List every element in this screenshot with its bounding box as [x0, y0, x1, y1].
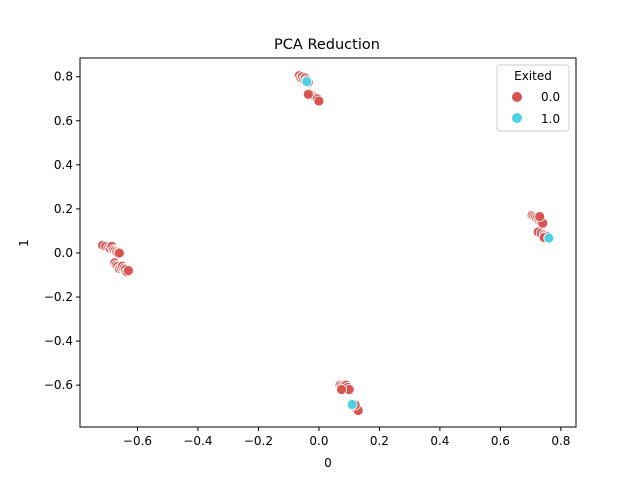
y-tick-label-1: −0.4 — [44, 334, 73, 348]
data-point-1-1 — [346, 399, 358, 410]
data-point-1-2 — [543, 232, 555, 244]
y-tick-label-3: 0.0 — [54, 246, 73, 260]
data-point-0-34 — [302, 88, 314, 100]
data-point-0-19 — [122, 265, 134, 277]
legend-marker-0 — [512, 92, 522, 102]
legend-title: Exited — [514, 69, 552, 83]
legend: Exited 0.0 1.0 — [496, 64, 570, 132]
x-tick-label-0: −0.6 — [123, 434, 152, 448]
x-axis-ticks: −0.6 −0.4 −0.2 0.0 0.2 0.4 0.6 0.8 — [123, 427, 570, 448]
x-tick-label-1: −0.4 — [183, 434, 212, 448]
data-point-1-0 — [301, 76, 313, 87]
legend-label-0: 0.0 — [541, 90, 560, 104]
x-tick-label-3: 0.0 — [309, 434, 328, 448]
y-tick-label-4: 0.2 — [54, 202, 73, 216]
data-point-0-42 — [336, 384, 348, 395]
legend-marker-1 — [512, 113, 522, 123]
legend-label-1: 1.0 — [541, 112, 560, 126]
y-tick-label-5: 0.4 — [54, 158, 73, 172]
y-tick-label-6: 0.6 — [54, 114, 73, 128]
y-tick-label-7: 0.8 — [54, 70, 73, 84]
chart-title: PCA Reduction — [274, 37, 380, 53]
data-point-0-57 — [534, 211, 546, 223]
x-tick-label-7: 0.8 — [551, 434, 570, 448]
plot-area-frame — [79, 57, 577, 428]
x-tick-label-6: 0.6 — [491, 434, 510, 448]
data-point-0-9 — [113, 247, 125, 259]
data-point-0-33 — [313, 95, 325, 107]
y-axis-ticks: −0.6 −0.4 −0.2 0.0 0.2 0.4 0.6 0.8 — [44, 70, 80, 392]
y-tick-label-0: −0.6 — [44, 378, 73, 392]
y-tick-label-2: −0.2 — [44, 290, 73, 304]
x-tick-label-4: 0.2 — [370, 434, 389, 448]
x-tick-label-2: −0.2 — [244, 434, 273, 448]
x-tick-label-5: 0.4 — [430, 434, 449, 448]
x-axis-label: 0 — [324, 456, 332, 470]
points-layer — [97, 70, 555, 416]
y-axis-label: 1 — [17, 239, 31, 247]
